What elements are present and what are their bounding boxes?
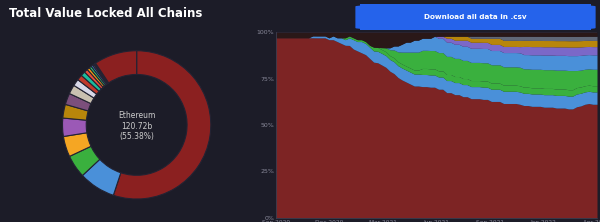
Wedge shape [62,118,87,137]
Wedge shape [94,64,108,84]
Wedge shape [78,75,99,94]
Wedge shape [82,72,101,91]
Wedge shape [63,104,88,120]
Wedge shape [70,146,100,175]
Wedge shape [85,69,103,89]
Wedge shape [64,133,91,156]
Wedge shape [70,85,94,103]
Wedge shape [88,68,104,87]
Wedge shape [95,63,109,83]
Wedge shape [74,80,97,98]
Wedge shape [91,65,107,85]
Wedge shape [95,51,137,83]
Wedge shape [65,93,91,111]
Wedge shape [89,66,106,86]
Text: Total Value Locked All Chains: Total Value Locked All Chains [9,7,202,20]
Wedge shape [82,159,121,195]
Wedge shape [113,51,211,199]
Wedge shape [95,63,109,83]
Text: Ethereum: Ethereum [118,111,155,121]
Text: 120.72b: 120.72b [121,122,152,131]
Text: Download all data in .csv: Download all data in .csv [424,14,527,20]
Wedge shape [93,64,107,84]
Text: (55.38%): (55.38%) [119,132,154,141]
FancyBboxPatch shape [355,6,596,29]
